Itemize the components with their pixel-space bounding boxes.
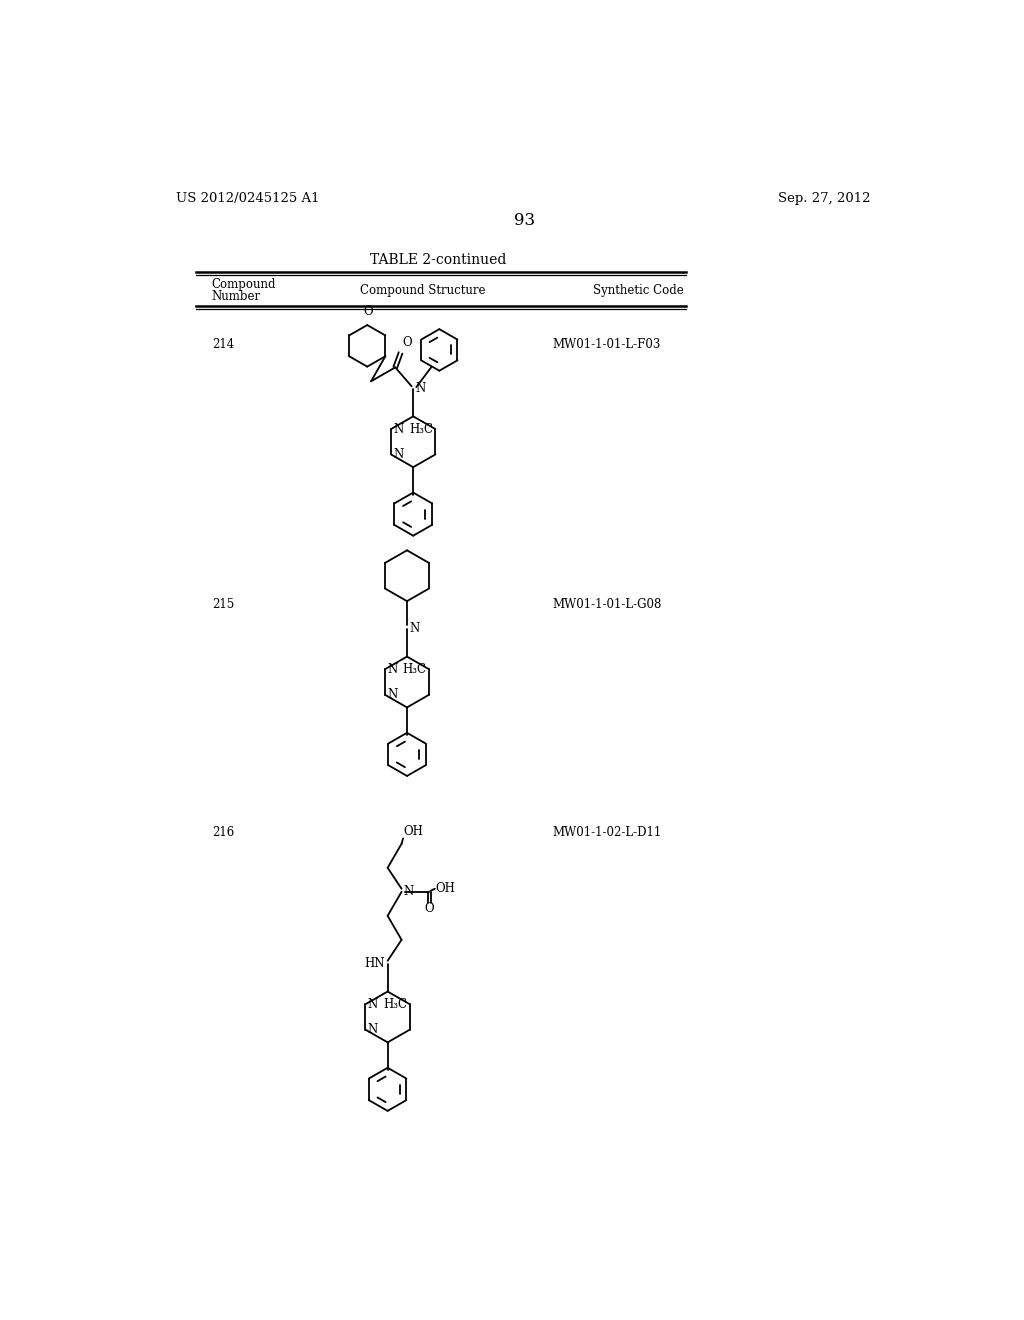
Text: N: N — [393, 447, 403, 461]
Text: US 2012/0245125 A1: US 2012/0245125 A1 — [176, 191, 319, 205]
Text: Compound: Compound — [212, 279, 276, 292]
Text: H₃C: H₃C — [383, 998, 408, 1011]
Text: H₃C: H₃C — [402, 663, 427, 676]
Text: MW01-1-01-L-G08: MW01-1-01-L-G08 — [553, 598, 663, 611]
Text: Sep. 27, 2012: Sep. 27, 2012 — [778, 191, 870, 205]
Text: H₃C: H₃C — [409, 422, 433, 436]
Text: O: O — [402, 337, 412, 348]
Text: N: N — [387, 688, 397, 701]
Text: Compound Structure: Compound Structure — [359, 284, 485, 297]
Text: 214: 214 — [212, 338, 233, 351]
Text: O: O — [364, 305, 373, 318]
Text: N: N — [387, 663, 397, 676]
Text: TABLE 2-continued: TABLE 2-continued — [370, 253, 506, 267]
Text: N: N — [416, 381, 426, 395]
Text: N: N — [410, 622, 420, 635]
Text: MW01-1-01-L-F03: MW01-1-01-L-F03 — [553, 338, 662, 351]
Text: N: N — [368, 1023, 378, 1036]
Text: Number: Number — [212, 289, 261, 302]
Text: OH: OH — [403, 825, 423, 838]
Text: N: N — [393, 422, 403, 436]
Text: 215: 215 — [212, 598, 233, 611]
Text: O: O — [425, 903, 434, 915]
Text: N: N — [368, 998, 378, 1011]
Text: 93: 93 — [514, 211, 536, 228]
Text: OH: OH — [435, 882, 456, 895]
Text: N: N — [403, 886, 414, 899]
Text: 216: 216 — [212, 825, 233, 838]
Text: MW01-1-02-L-D11: MW01-1-02-L-D11 — [553, 825, 662, 838]
Text: HN: HN — [364, 957, 385, 970]
Text: Synthetic Code: Synthetic Code — [593, 284, 684, 297]
